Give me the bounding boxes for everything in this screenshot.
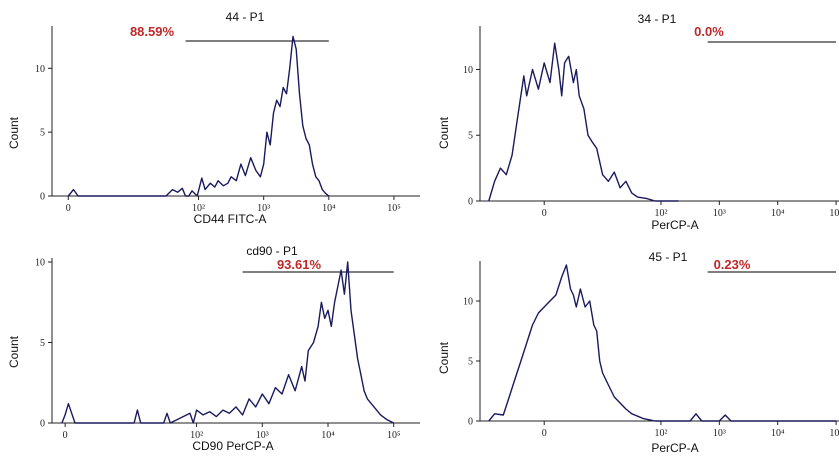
y-tick-label: 0 (40, 419, 45, 430)
x-tick-label: 10⁵ (387, 430, 401, 441)
x-tick-label: 10² (192, 203, 205, 214)
y-tick-label: 5 (468, 357, 473, 368)
gate-name: 45 - P1 (649, 250, 688, 264)
y-tick-label: 10 (35, 64, 45, 75)
x-tick-label: 10² (654, 208, 667, 219)
x-tick-label: 0 (542, 428, 547, 439)
y-axis-label: Count (7, 335, 21, 368)
gate-name: 44 - P1 (226, 10, 265, 24)
x-tick-label: 10³ (257, 203, 270, 214)
x-tick-label: 10³ (713, 208, 726, 219)
x-tick-label: 10⁴ (771, 208, 785, 219)
histogram-panel-cd90: cd90 - P1 93.61% CD90 PerCP-A Count 0 5 10… (7, 244, 420, 453)
y-axis-label: Count (7, 116, 21, 149)
x-tick-label: 10⁴ (321, 430, 335, 441)
x-tick-label: 10⁵ (387, 203, 401, 214)
gate-percent: 0.23% (714, 257, 751, 272)
x-tick-label: 10⁴ (322, 203, 336, 214)
x-tick-label: 10⁴ (771, 428, 785, 439)
x-tick-label: 10⁵ (829, 428, 839, 439)
histogram-trace (488, 42, 679, 202)
x-axis-label: CD90 PerCP-A (192, 439, 273, 453)
y-tick-label: 5 (468, 131, 473, 142)
y-tick-label: 10 (463, 65, 473, 76)
y-tick-label: 0 (40, 192, 45, 203)
x-tick-label: 0 (63, 430, 68, 441)
x-axis-label: PerCP-A (651, 218, 698, 232)
x-tick-label: 10² (654, 428, 667, 439)
y-tick-label: 5 (40, 128, 45, 139)
y-axis-label: Count (437, 116, 451, 149)
y-tick-label: 10 (35, 258, 45, 269)
gate-percent: 0.0% (694, 24, 724, 39)
y-tick-label: 5 (40, 338, 45, 349)
y-tick-label: 10 (463, 297, 473, 308)
gate-percent: 88.59% (130, 24, 175, 39)
x-tick-label: 10³ (713, 428, 726, 439)
y-tick-label: 0 (468, 417, 473, 428)
x-tick-label: 10² (190, 430, 203, 441)
gate-percent: 93.61% (277, 257, 322, 272)
x-tick-label: 0 (542, 208, 547, 219)
histogram-trace (488, 264, 837, 422)
y-tick-label: 0 (468, 197, 473, 208)
x-axis-label: CD44 FITC-A (194, 212, 267, 226)
x-tick-label: 0 (66, 203, 71, 214)
x-axis-label: PerCP-A (651, 441, 698, 455)
histogram-panel-34: 34 - P1 0.0% PerCP-A Count 0 5 10 0 10² 10³ 10… (437, 12, 839, 232)
y-axis-label: Count (437, 341, 451, 374)
x-tick-label: 10³ (256, 430, 269, 441)
gate-name: 34 - P1 (638, 12, 677, 26)
histogram-trace (67, 35, 330, 197)
histogram-panel-cd44: 44 - P1 88.59% CD44 FITC-A Count 0 5 10 0 10… (7, 10, 420, 226)
x-tick-label: 10⁵ (829, 208, 839, 219)
gate-name: cd90 - P1 (246, 244, 298, 258)
histogram-panel-45: 45 - P1 0.23% PerCP-A Count 0 5 10 0 10² 10³ 1… (437, 250, 839, 455)
histogram-trace (61, 261, 395, 424)
